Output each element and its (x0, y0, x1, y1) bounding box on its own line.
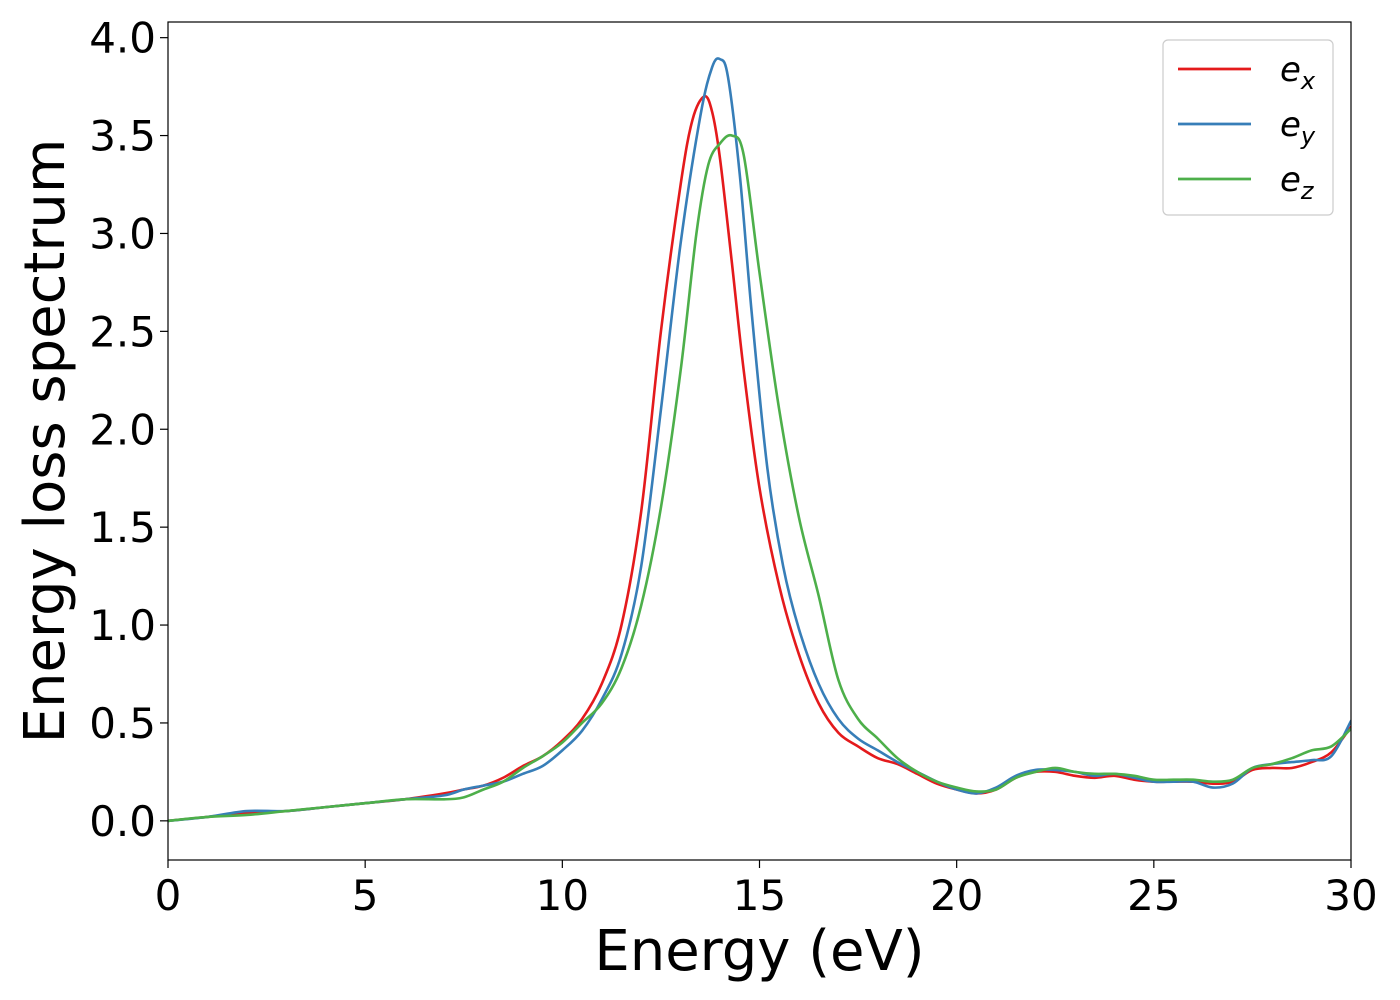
series-layer (168, 57, 1351, 823)
legend-label-ex: ex (1280, 50, 1316, 95)
x-axis-label: Energy (eV) (594, 919, 924, 984)
y-tick-label: 2.5 (89, 307, 156, 356)
y-tick-label: 1.0 (89, 601, 156, 650)
y-axis: 0.0 0.5 1.0 1.5 2.0 2.5 3.0 3.5 4.0 (89, 14, 168, 846)
x-tick-label: 0 (155, 871, 182, 920)
y-tick-label: 0.5 (89, 699, 156, 748)
y-tick-label: 1.5 (89, 503, 156, 552)
x-tick-label: 30 (1324, 871, 1377, 920)
x-axis: 0 5 10 15 20 25 30 (155, 860, 1378, 920)
y-tick-label: 0.0 (89, 797, 156, 846)
x-tick-label: 15 (733, 871, 786, 920)
x-tick-label: 5 (352, 871, 379, 920)
legend-box (1162, 39, 1334, 216)
y-tick-label: 4.0 (89, 14, 156, 63)
series-line-ez (168, 133, 1351, 823)
x-tick-label: 25 (1127, 871, 1180, 920)
y-tick-label: 2.0 (89, 405, 156, 454)
x-tick-label: 20 (930, 871, 983, 920)
y-axis-label: Energy loss spectrum (13, 139, 78, 744)
x-tick-label: 10 (536, 871, 589, 920)
y-tick-label: 3.0 (89, 209, 156, 258)
y-tick-label: 3.5 (89, 112, 156, 161)
